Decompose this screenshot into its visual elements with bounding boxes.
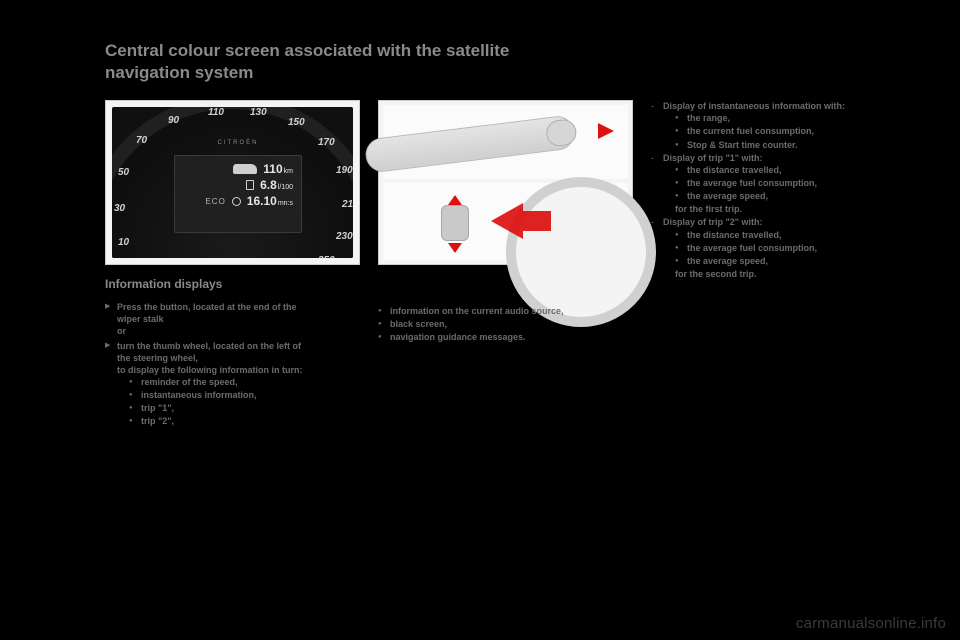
row-cons: 6.8l/100 (183, 178, 293, 192)
mode-trip2-tail: for the second trip. (675, 268, 885, 280)
title-line-2: navigation system (105, 63, 253, 82)
wiper-stalk (364, 115, 577, 174)
display-modes-list: Display of instantaneous information wit… (651, 100, 885, 280)
time-unit: mn:s (278, 200, 293, 207)
dial-190: 190 (336, 165, 353, 176)
clock-icon (232, 197, 241, 206)
speedo-center-screen: CITROËN 110km 6.8l/100 ECO 16.10mn (174, 155, 302, 233)
subheading-info-displays: Information displays (105, 277, 360, 291)
dial-110: 110 (208, 107, 224, 118)
red-arrow-icon (598, 123, 614, 139)
mode-instant: Display of instantaneous information wit… (651, 100, 885, 151)
mode-trip1: Display of trip "1" with: the distance t… (651, 152, 885, 216)
mode-instant-title: Display of instantaneous information wit… (663, 101, 845, 111)
figure-speedometer: 10 30 50 70 90 110 130 150 170 190 210 2… (105, 100, 360, 265)
page-title: Central colour screen associated with th… (105, 40, 885, 84)
dial-150: 150 (288, 117, 305, 128)
item-t2-cons: the average fuel consumption, (675, 242, 885, 254)
dial-170: 170 (318, 137, 335, 148)
figure-controls (378, 100, 633, 265)
info-items-list-2: information on the current audio source,… (378, 305, 633, 343)
car-icon (233, 164, 257, 174)
instr-turn-wheel: turn the thumb wheel, located on the lef… (105, 340, 360, 428)
watermark: carmanualsonline.info (796, 615, 946, 632)
row-time: ECO 16.10mn:s (183, 194, 293, 208)
title-line-1: Central colour screen associated with th… (105, 41, 509, 60)
instr-2a: turn the thumb wheel, located on the lef… (117, 341, 301, 351)
range-num: 110 (263, 162, 282, 176)
eco-label: ECO (205, 197, 225, 206)
time-num: 16.10 (247, 194, 277, 208)
info-nav: navigation guidance messages. (378, 331, 633, 343)
red-arrow-down-icon (448, 243, 462, 253)
info-audio: information on the current audio source, (378, 305, 633, 317)
mode-trip2: Display of trip "2" with: the distance t… (651, 216, 885, 280)
dial-230: 230 (336, 231, 353, 242)
instr-or: or (117, 326, 126, 336)
time-value: 16.10mn:s (247, 194, 293, 208)
info-trip2: trip "2", (129, 415, 360, 427)
mode-trip2-title: Display of trip "2" with: (663, 217, 763, 227)
speedo-frame: 10 30 50 70 90 110 130 150 170 190 210 2… (112, 107, 353, 258)
fuel-pump-icon (246, 180, 254, 190)
mode-trip1-title: Display of trip "1" with: (663, 153, 763, 163)
row-range: 110km (183, 162, 293, 176)
brand-label: CITROËN (183, 140, 293, 146)
instr-1a: Press the button, located at the end of … (117, 302, 297, 312)
fig2-wheel-panel (383, 183, 628, 260)
mode-instant-items: the range, the current fuel consumption,… (675, 112, 885, 150)
content-columns: 10 30 50 70 90 110 130 150 170 190 210 2… (105, 100, 885, 429)
dial-90: 90 (168, 115, 179, 126)
dial-210: 210 (342, 199, 353, 210)
mode-trip2-items: the distance travelled, the average fuel… (675, 229, 885, 267)
fig2-stalk-panel (383, 105, 628, 179)
range-unit: km (284, 168, 293, 175)
instr-2b: the steering wheel, (117, 353, 198, 363)
red-arrow-large-icon (491, 203, 523, 239)
info-trip1: trip "1", (129, 402, 360, 414)
mode-trip1-tail: for the first trip. (675, 203, 885, 215)
info-instant: instantaneous information, (129, 389, 360, 401)
manual-page: Central colour screen associated with th… (105, 40, 885, 430)
info-black-screen: black screen, (378, 318, 633, 330)
item-t1-speed: the average speed, (675, 190, 885, 202)
info-speed: reminder of the speed, (129, 376, 360, 388)
instr-press-button: Press the button, located at the end of … (105, 301, 360, 337)
column-1: 10 30 50 70 90 110 130 150 170 190 210 2… (105, 100, 360, 429)
dial-250: 250 (318, 255, 335, 258)
dial-70: 70 (136, 135, 147, 146)
info-items-list: reminder of the speed, instantaneous inf… (129, 376, 360, 428)
cons-unit: l/100 (278, 184, 293, 191)
item-current-cons: the current fuel consumption, (675, 125, 885, 137)
instruction-list: Press the button, located at the end of … (105, 301, 360, 427)
item-t2-speed: the average speed, (675, 255, 885, 267)
stalk-tip (545, 118, 578, 147)
dial-50: 50 (118, 167, 129, 178)
mode-trip1-items: the distance travelled, the average fuel… (675, 164, 885, 202)
dial-130: 130 (250, 107, 267, 118)
thumb-wheel (441, 205, 469, 241)
cons-value: 6.8l/100 (260, 178, 293, 192)
instr-1b: wiper stalk (117, 314, 164, 324)
item-range: the range, (675, 112, 885, 124)
dial-10: 10 (118, 237, 129, 248)
item-t1-cons: the average fuel consumption, (675, 177, 885, 189)
column-2: information on the current audio source,… (378, 100, 633, 429)
dial-30: 30 (114, 203, 125, 214)
column-3: Display of instantaneous information wit… (651, 100, 885, 429)
range-value: 110km (263, 162, 293, 176)
cons-num: 6.8 (260, 178, 277, 192)
item-t2-dist: the distance travelled, (675, 229, 885, 241)
red-arrow-up-icon (448, 195, 462, 205)
item-t1-dist: the distance travelled, (675, 164, 885, 176)
item-stopstart: Stop & Start time counter. (675, 139, 885, 151)
instr-2c: to display the following information in … (117, 365, 302, 375)
